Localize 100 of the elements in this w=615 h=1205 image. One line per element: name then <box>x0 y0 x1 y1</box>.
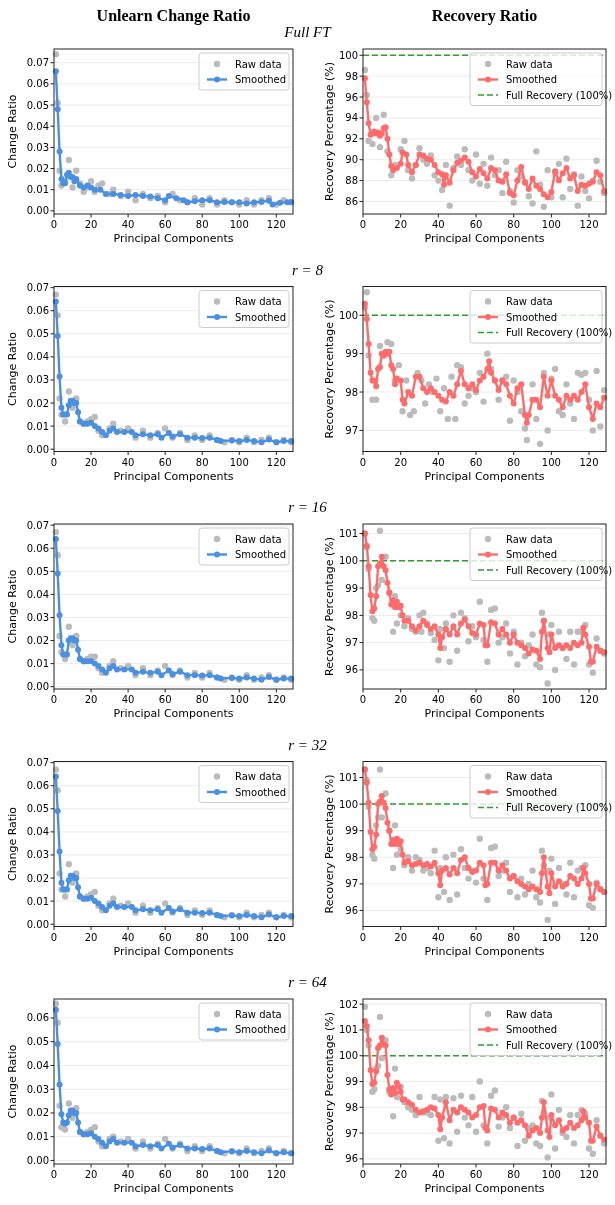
y-axis-title: Change Ratio <box>6 806 19 881</box>
x-tick-label: 0 <box>50 694 58 705</box>
legend-label: Full Recovery (100%) <box>506 1039 613 1051</box>
y-tick-label: 100 <box>338 309 358 321</box>
y-axis-title: Recovery Percentage (%) <box>323 537 336 676</box>
x-tick-label: 80 <box>507 931 521 943</box>
y-axis-title: Recovery Percentage (%) <box>323 1012 336 1151</box>
x-tick-label: 0 <box>359 219 367 230</box>
y-tick-label: 0.06 <box>26 542 49 554</box>
x-tick-label: 40 <box>431 1169 445 1180</box>
y-tick-label: 0.07 <box>26 757 49 769</box>
legend-label: Smoothed <box>235 786 287 798</box>
y-tick-label: 0.04 <box>26 588 49 600</box>
y-tick-label: 100 <box>338 49 358 61</box>
y-tick-label: 0.00 <box>26 681 49 693</box>
legend-label: Smoothed <box>506 549 558 560</box>
y-tick-label: 0.05 <box>26 99 49 111</box>
x-tick-label: 20 <box>394 1169 408 1180</box>
legend-label: Raw data <box>235 296 282 307</box>
x-tick-label: 100 <box>541 694 561 705</box>
y-tick-label: 96 <box>345 905 358 917</box>
x-tick-label: 40 <box>121 219 135 230</box>
y-tick-label: 0.01 <box>26 1131 49 1143</box>
x-tick-label: 100 <box>229 219 249 230</box>
y-tick-label: 96 <box>345 1153 358 1165</box>
y-tick-label: 0.07 <box>26 282 49 294</box>
legend-label: Raw data <box>506 1008 553 1020</box>
y-tick-label: 101 <box>338 1024 358 1036</box>
chart-subtitle: r = 32 <box>288 736 328 753</box>
y-tick-label: 102 <box>338 998 358 1010</box>
y-tick-label: 100 <box>338 798 358 810</box>
y-tick-label: 101 <box>338 528 358 540</box>
y-tick-label: 0.05 <box>26 328 49 340</box>
x-tick-label: 80 <box>507 1169 521 1180</box>
y-axis-title: Change Ratio <box>6 1044 19 1119</box>
x-tick-label: 40 <box>431 694 445 705</box>
y-tick-label: 0.06 <box>26 780 49 792</box>
x-tick-label: 60 <box>158 456 172 468</box>
legend-label: Raw data <box>506 296 553 307</box>
legend-label: Raw data <box>506 771 553 782</box>
chart-title: Unlearn Change Ratio <box>96 7 251 25</box>
x-tick-label: 60 <box>469 219 483 230</box>
y-tick-label: 99 <box>345 348 358 360</box>
y-tick-label: 0.07 <box>26 57 49 69</box>
x-tick-label: 60 <box>158 931 172 943</box>
x-tick-label: 20 <box>84 456 98 468</box>
x-tick-label: 0 <box>50 219 58 230</box>
chart-subtitle: r = 8 <box>292 261 324 278</box>
y-tick-label: 0.06 <box>26 78 49 90</box>
y-tick-label: 0.06 <box>26 1012 49 1024</box>
y-tick-label: 0.02 <box>26 1107 49 1119</box>
x-tick-label: 120 <box>579 1169 599 1180</box>
y-tick-label: 0.00 <box>26 918 49 930</box>
y-tick-label: 0.05 <box>26 1036 49 1048</box>
x-tick-label: 60 <box>158 694 172 705</box>
x-tick-label: 120 <box>579 456 599 468</box>
x-tick-label: 80 <box>195 219 209 230</box>
legend-label: Smoothed <box>506 311 558 323</box>
y-tick-label: 0.05 <box>26 565 49 577</box>
x-tick-label: 80 <box>507 694 521 705</box>
y-tick-label: 0.03 <box>26 141 49 153</box>
x-tick-label: 60 <box>469 456 483 468</box>
x-axis-title: Principal Components <box>424 707 545 720</box>
legend-label: Full Recovery (100%) <box>506 89 613 101</box>
y-tick-label: 0.03 <box>26 374 49 386</box>
y-tick-label: 97 <box>345 637 358 649</box>
y-tick-label: 0.01 <box>26 420 49 432</box>
legend-label: Smoothed <box>506 74 558 85</box>
x-tick-label: 0 <box>359 694 367 705</box>
x-tick-label: 120 <box>579 931 599 943</box>
x-tick-label: 20 <box>394 931 408 943</box>
x-tick-label: 20 <box>394 694 408 705</box>
x-axis-title: Principal Components <box>424 1182 545 1195</box>
x-tick-label: 120 <box>266 694 286 705</box>
x-tick-label: 0 <box>359 931 367 943</box>
x-tick-label: 0 <box>50 456 58 468</box>
x-tick-label: 100 <box>541 931 561 943</box>
x-tick-label: 60 <box>469 931 483 943</box>
x-axis-title: Principal Components <box>424 944 545 958</box>
legend-label: Smoothed <box>235 74 287 85</box>
chart-subtitle: r = 64 <box>288 974 328 990</box>
y-tick-label: 0.04 <box>26 351 49 363</box>
x-tick-label: 0 <box>359 456 367 468</box>
y-tick-label: 0.01 <box>26 184 49 196</box>
x-tick-label: 100 <box>229 1169 249 1180</box>
x-tick-label: 80 <box>195 694 209 705</box>
y-tick-label: 98 <box>345 609 358 621</box>
x-tick-label: 20 <box>84 931 98 943</box>
x-tick-label: 80 <box>195 456 209 468</box>
y-axis-title: Change Ratio <box>6 569 19 644</box>
y-tick-label: 86 <box>345 195 358 207</box>
y-tick-label: 98 <box>345 70 358 82</box>
y-tick-label: 0.03 <box>26 1083 49 1095</box>
y-tick-label: 96 <box>345 91 358 103</box>
legend-label: Raw data <box>506 58 553 70</box>
x-tick-label: 20 <box>84 694 98 705</box>
x-tick-label: 100 <box>229 931 249 943</box>
y-tick-label: 0.04 <box>26 1059 49 1071</box>
y-tick-label: 0.05 <box>26 803 49 815</box>
x-tick-label: 20 <box>84 219 98 230</box>
